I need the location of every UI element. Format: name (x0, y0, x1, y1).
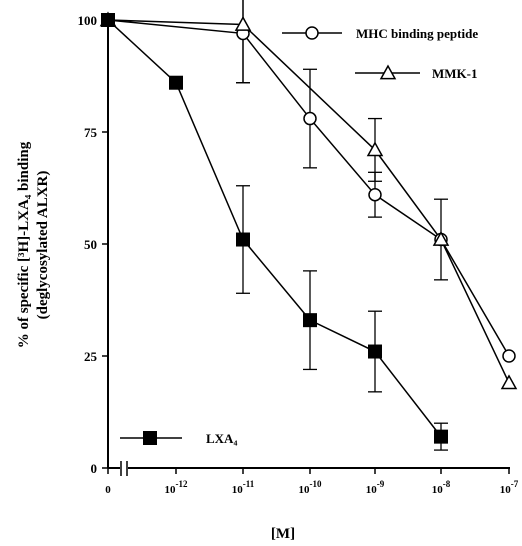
x-axis-label: [M] (271, 526, 295, 542)
x-tick-exponent: -12 (176, 479, 188, 489)
marker-lxa4 (368, 344, 382, 359)
x-tick-exponent: -8 (443, 479, 451, 489)
marker-mmk-1 (234, 15, 252, 31)
y-axis-label-line2: (deglycosylated ALXR) (35, 171, 51, 320)
y-tick-label: 100 (78, 13, 98, 28)
x-tick-exponent: -9 (377, 479, 385, 489)
marker-mhc-binding-peptide (303, 111, 317, 126)
error-bars (236, 0, 448, 451)
legend: MHC binding peptide MMK-1 LXA₄ (120, 26, 478, 446)
x-tick-exponent: -11 (243, 479, 255, 489)
marker-mhc-binding-peptide (368, 187, 382, 202)
axes (107, 16, 510, 476)
y-tick-label: 75 (84, 125, 98, 140)
marker-lxa4 (169, 75, 183, 90)
x-tick-label: 10-9 (366, 479, 385, 496)
legend-label-lxa4: LXA₄ (206, 431, 237, 446)
marker-mmk-1 (500, 374, 518, 390)
legend-marker-mhc-binding-peptide (305, 26, 319, 40)
marker-lxa4 (434, 429, 448, 444)
series-line-mhc-binding-peptide (107, 19, 510, 357)
y-axis-label: % of specific [³H]-LXA₄ binding (deglyco… (16, 141, 51, 348)
marker-mhc-binding-peptide (502, 349, 516, 363)
x-tick-label: 0 (105, 484, 111, 496)
legend-label-mhc-binding-peptide: MHC binding peptide (356, 26, 478, 41)
series-lines (107, 19, 510, 438)
x-tick-label: 10-10 (299, 479, 322, 496)
legend-marker-mmk-1 (379, 64, 397, 80)
tick-labels: 0 25 50 75 100 0 10-12 10-11 10-10 10-9 10-8 10-7 (78, 13, 519, 496)
x-tick-label: 10-11 (232, 479, 255, 496)
markers (99, 11, 518, 444)
marker-lxa4 (303, 313, 317, 328)
x-tick-label: 10-8 (432, 479, 451, 496)
legend-marker-lxa4 (143, 431, 157, 445)
y-tick-label: 0 (91, 461, 98, 476)
y-axis-label-line1: % of specific [³H]-LXA₄ binding (16, 141, 32, 348)
x-tick-label: 10-12 (165, 479, 188, 496)
x-tick-exponent: -7 (511, 479, 519, 489)
y-tick-label: 50 (84, 237, 97, 252)
marker-mmk-1 (366, 141, 384, 157)
series-line-lxa4 (107, 19, 442, 438)
tick-marks (102, 19, 510, 474)
marker-mmk-1 (432, 230, 450, 246)
y-tick-label: 25 (84, 349, 98, 364)
x-tick-label: 10-7 (500, 479, 519, 496)
marker-lxa4 (236, 232, 250, 247)
legend-label-mmk-1: MMK-1 (432, 66, 477, 81)
marker-lxa4 (101, 13, 115, 27)
x-tick-exponent: -10 (310, 479, 322, 489)
